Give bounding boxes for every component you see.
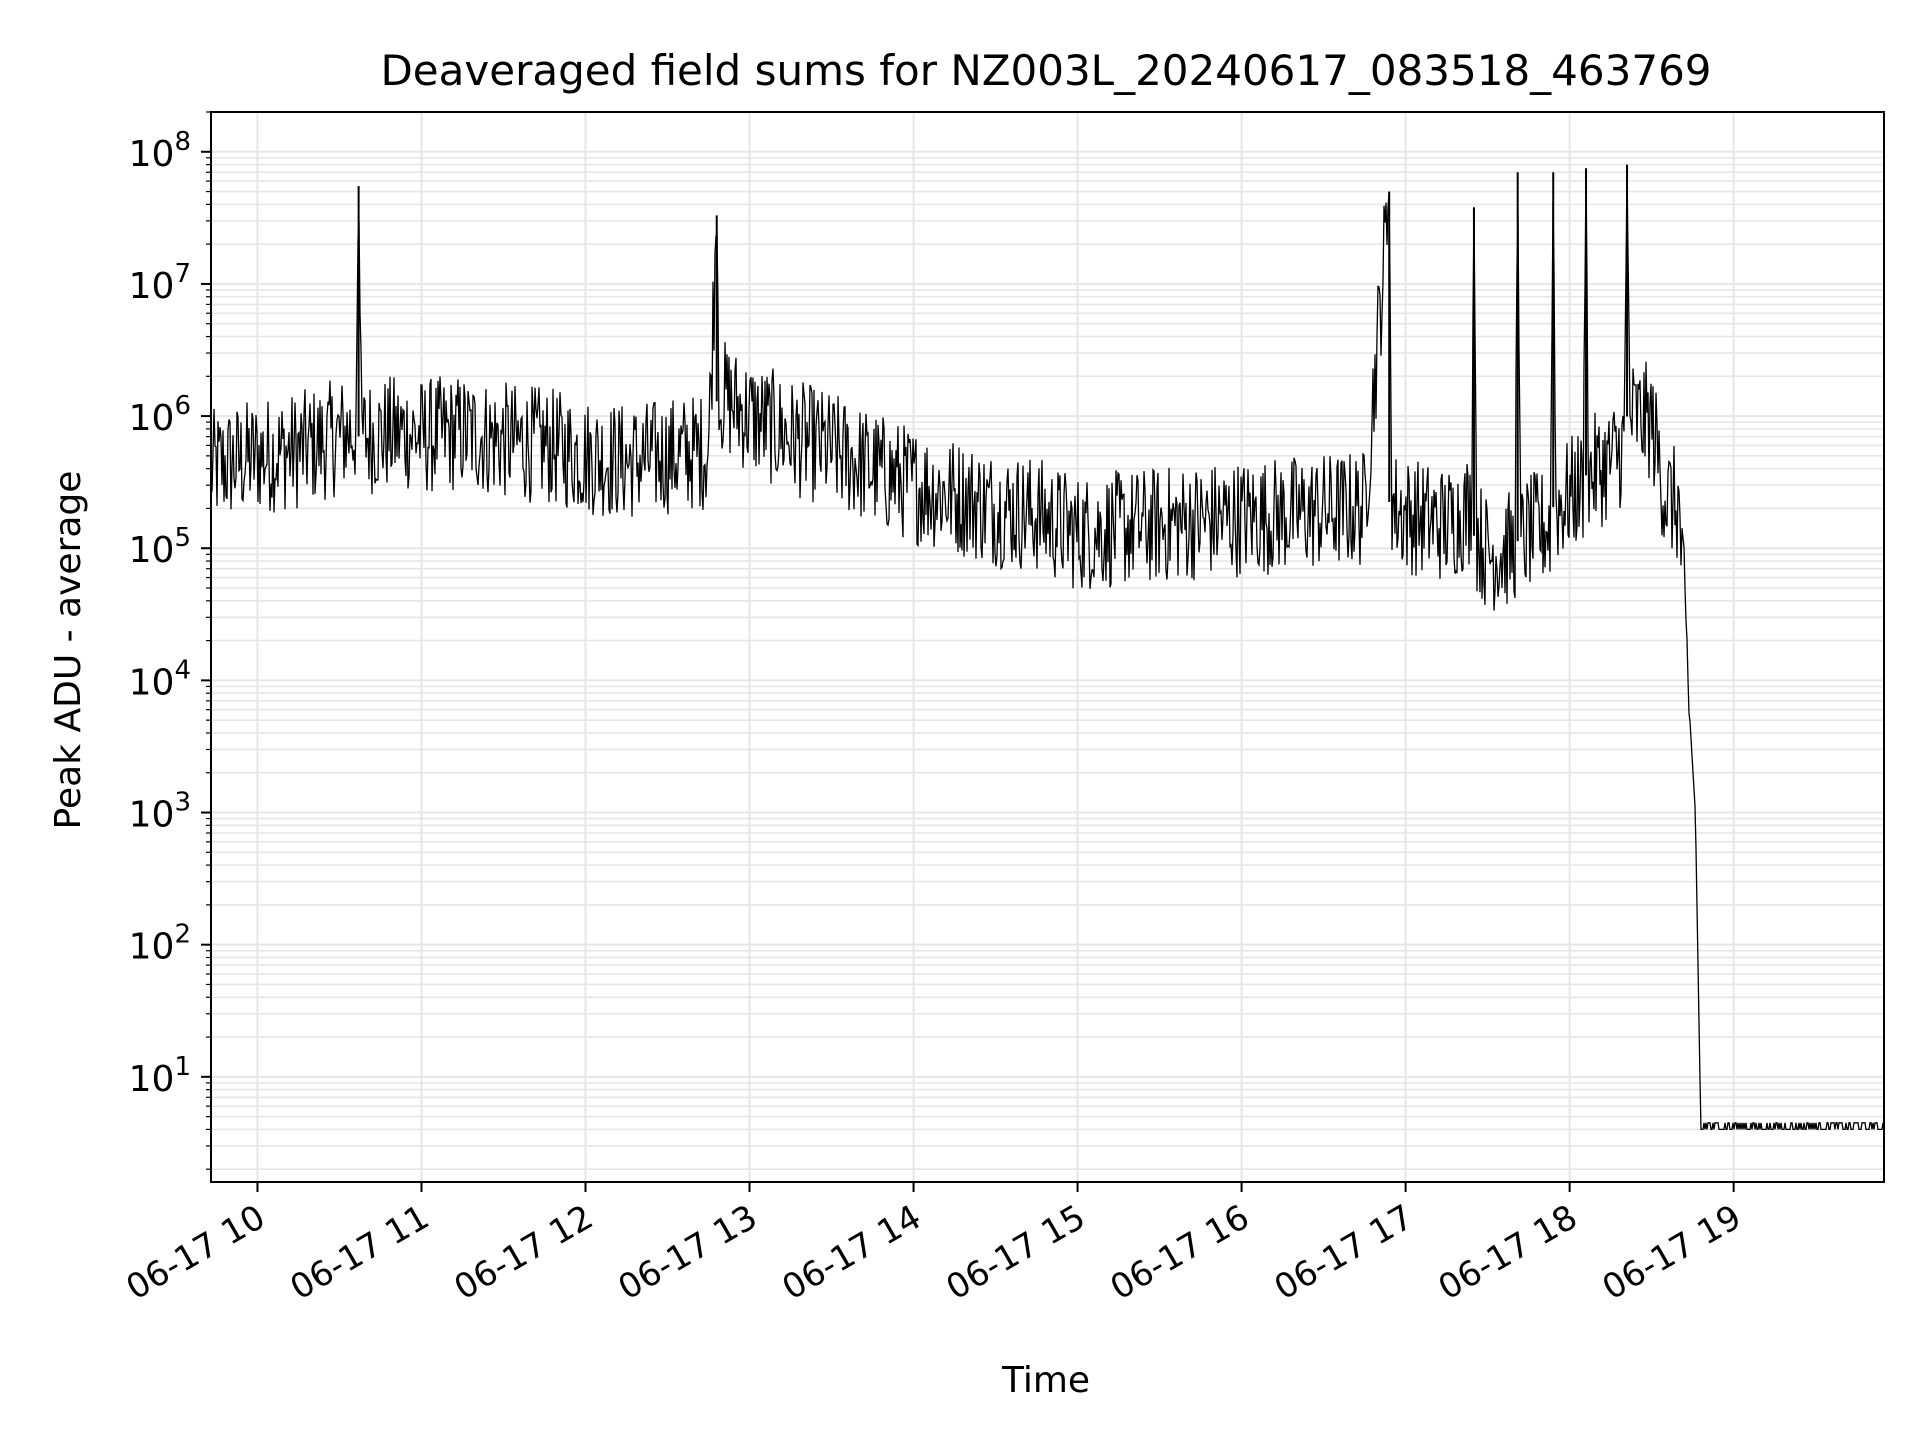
x-axis-label: Time (1001, 1360, 1090, 1401)
y-tick-label: 103 (129, 788, 191, 836)
x-tick-label: 06-17 15 (940, 1197, 1092, 1308)
data-series-line (210, 164, 1885, 1131)
x-tick-label: 06-17 10 (120, 1197, 272, 1308)
y-axis-label: Peak ADU - average (48, 471, 89, 830)
x-tick-label: 06-17 11 (284, 1197, 436, 1308)
y-tick-label: 106 (129, 391, 191, 439)
chart-title: Deaveraged field sums for NZ003L_2024061… (380, 46, 1711, 95)
y-tick-label: 102 (129, 920, 191, 968)
y-tick-label: 108 (129, 127, 191, 175)
y-tick-label: 107 (129, 259, 191, 307)
x-axis: 06-17 10 06-17 11 06-17 12 06-17 13 06-17 14… (120, 1182, 1748, 1308)
x-tick-label: 06-17 14 (776, 1197, 928, 1308)
y-tick-label: 104 (129, 655, 191, 703)
x-tick-label: 06-17 19 (1596, 1197, 1748, 1308)
grid-lines (211, 111, 1884, 1182)
series-line (210, 168, 1885, 1131)
x-tick-label: 06-17 17 (1268, 1197, 1420, 1308)
y-axis: 101 102 103 104 105 106 107 108 (129, 111, 211, 1170)
x-tick-label: 06-17 13 (612, 1197, 764, 1308)
x-tick-label: 06-17 18 (1432, 1197, 1584, 1308)
y-tick-label: 105 (129, 523, 191, 571)
y-tick-label: 101 (129, 1052, 191, 1100)
x-tick-label: 06-17 16 (1104, 1197, 1256, 1308)
plot-frame (210, 111, 1885, 1183)
x-tick-label: 06-17 12 (448, 1197, 600, 1308)
